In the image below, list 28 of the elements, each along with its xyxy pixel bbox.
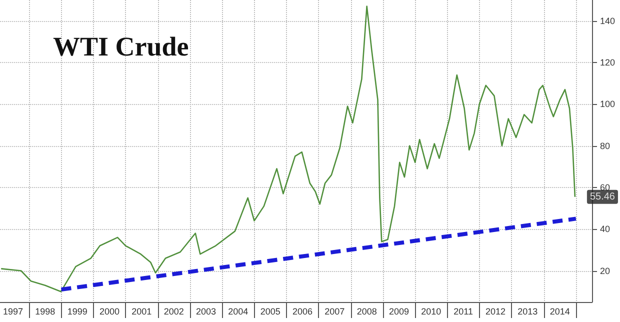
y-tick-label: 140	[600, 16, 616, 26]
x-tick-label: 2000	[99, 306, 120, 316]
x-tick-label: 2014	[550, 306, 570, 316]
annotation: 55.46	[590, 191, 616, 202]
y-tick-label: 60	[600, 182, 610, 192]
x-tick-label: 2003	[196, 306, 216, 316]
y-tick-label: 80	[600, 140, 610, 151]
x-tick-label: 2005	[260, 306, 280, 316]
x-tick-label: 2010	[421, 306, 442, 316]
x-tick-label: 2008	[356, 306, 377, 316]
x-tick-label: 2013	[518, 306, 538, 316]
x-tick-label: 1998	[35, 306, 56, 316]
x-tick-label: 2004	[228, 306, 248, 316]
x-tick-label: 2001	[132, 306, 152, 316]
x-tick-label: 2009	[388, 306, 410, 316]
x-tick-label: 2007	[324, 306, 345, 316]
y-tick-label: 40	[600, 224, 610, 234]
x-tick-label: 2002	[164, 306, 184, 316]
x-tick-label: 1999	[67, 306, 88, 316]
text: WTI Crude	[53, 32, 189, 62]
x-tick-label: 1997	[2, 306, 24, 316]
line-series	[0, 6, 576, 292]
x-tick-label: 2012	[485, 306, 506, 316]
y-tick-label: 120	[600, 57, 616, 68]
x-tick-label: 2006	[292, 306, 313, 316]
y-tick-label: 100	[600, 99, 616, 110]
y-tick-label: 20	[600, 266, 610, 276]
x-tick-label: 2011	[454, 306, 474, 316]
